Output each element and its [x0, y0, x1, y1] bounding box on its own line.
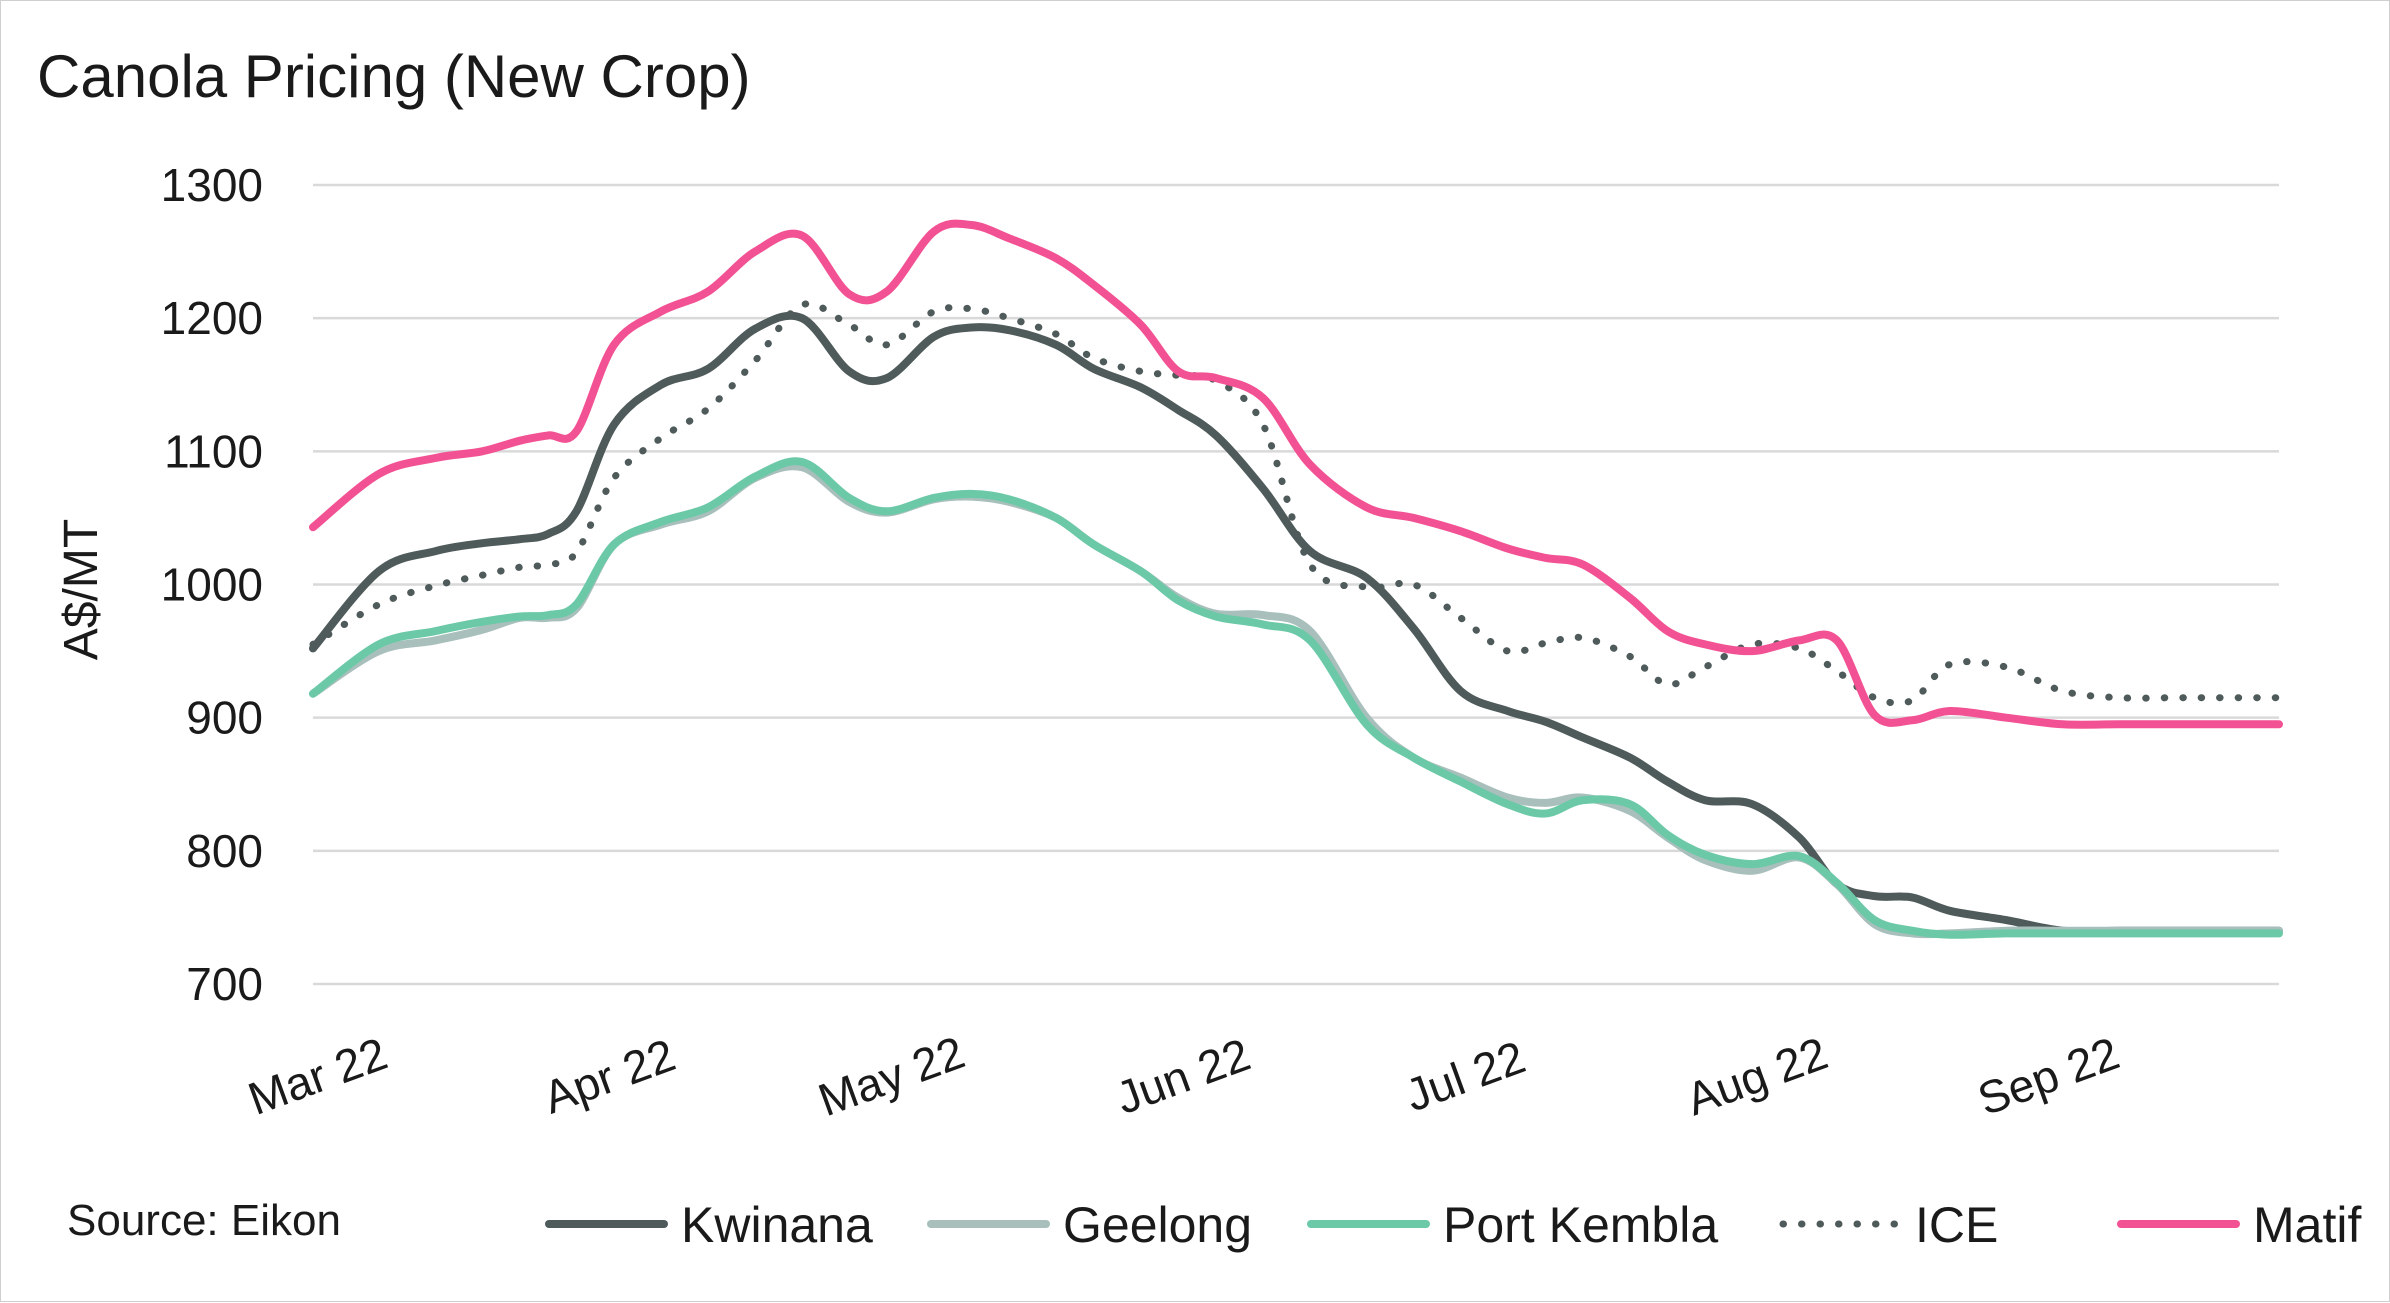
x-tick-label: Mar 22 — [241, 1027, 393, 1125]
y-tick-label: 1200 — [161, 292, 263, 344]
legend: Kwinana Geelong Port Kembla ICE Matif — [545, 1197, 2361, 1253]
x-tick-label: Aug 22 — [1679, 1027, 1834, 1126]
y-tick-label: 900 — [186, 692, 263, 744]
series-line-port-kembla — [309, 457, 2283, 939]
y-axis-label: A$/MT — [55, 519, 108, 660]
x-tick-label: May 22 — [812, 1026, 972, 1126]
series-line-matif — [309, 219, 2283, 729]
legend-label: Port Kembla — [1443, 1197, 1718, 1253]
legend-label: Matif — [2253, 1197, 2361, 1253]
y-tick-label: 1300 — [161, 159, 263, 211]
legend-label: ICE — [1915, 1197, 1998, 1253]
y-tick-label: 1100 — [164, 425, 263, 477]
x-tick-labels: Mar 22 Apr 22 May 22 Jun 22 Jul 22 Aug 22 Sep … — [241, 1026, 2125, 1126]
x-tick-label: Apr 22 — [537, 1028, 682, 1123]
series-layer — [309, 219, 2283, 939]
legend-label: Kwinana — [681, 1197, 873, 1253]
series-line-kwinana — [309, 311, 2283, 936]
grid-layer — [313, 183, 2279, 986]
y-tick-label: 1000 — [161, 559, 263, 611]
x-tick-label: Sep 22 — [1971, 1027, 2126, 1126]
x-tick-label: Jun 22 — [1109, 1028, 1257, 1124]
source-note: Source: Eikon — [67, 1196, 341, 1245]
chart-title: Canola Pricing (New Crop) — [37, 43, 751, 110]
y-tick-label: 800 — [186, 825, 263, 877]
y-tick-label: 700 — [186, 958, 263, 1010]
series-line-ice — [309, 300, 2283, 707]
legend-label: Geelong — [1063, 1197, 1252, 1253]
x-tick-label: Jul 22 — [1399, 1031, 1532, 1122]
y-tick-labels: 700 800 900 1000 1100 1200 1300 — [161, 159, 263, 1010]
